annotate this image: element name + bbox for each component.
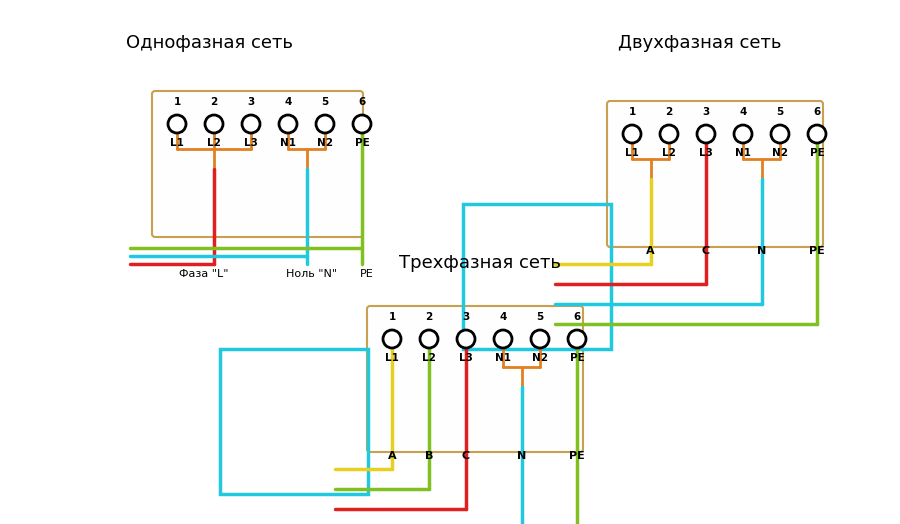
Circle shape xyxy=(808,125,826,143)
Text: 6: 6 xyxy=(814,107,821,117)
Text: 3: 3 xyxy=(463,312,470,322)
Text: 2: 2 xyxy=(426,312,433,322)
Circle shape xyxy=(771,125,789,143)
Text: L1: L1 xyxy=(385,353,399,363)
Circle shape xyxy=(697,125,715,143)
Circle shape xyxy=(531,330,549,348)
Text: 6: 6 xyxy=(573,312,580,322)
Circle shape xyxy=(205,115,223,133)
Text: C: C xyxy=(702,246,710,256)
FancyBboxPatch shape xyxy=(367,306,583,452)
Text: PE: PE xyxy=(810,148,824,158)
Circle shape xyxy=(623,125,641,143)
Text: L2: L2 xyxy=(207,138,220,148)
Text: Ноль "N": Ноль "N" xyxy=(286,269,338,279)
Text: 5: 5 xyxy=(536,312,544,322)
Circle shape xyxy=(242,115,260,133)
Text: 2: 2 xyxy=(665,107,672,117)
Circle shape xyxy=(568,330,586,348)
Text: L3: L3 xyxy=(244,138,258,148)
Text: N1: N1 xyxy=(735,148,751,158)
Text: N: N xyxy=(517,451,526,461)
Circle shape xyxy=(316,115,334,133)
Text: 5: 5 xyxy=(321,97,328,107)
Circle shape xyxy=(420,330,438,348)
Text: B: B xyxy=(425,451,433,461)
Text: 1: 1 xyxy=(389,312,396,322)
FancyBboxPatch shape xyxy=(607,101,823,247)
Text: N1: N1 xyxy=(495,353,511,363)
Text: Двухфазная сеть: Двухфазная сеть xyxy=(618,34,782,52)
Circle shape xyxy=(494,330,512,348)
Text: L1: L1 xyxy=(626,148,639,158)
Text: L2: L2 xyxy=(422,353,436,363)
Text: PE: PE xyxy=(355,138,369,148)
FancyBboxPatch shape xyxy=(152,91,363,237)
Text: A: A xyxy=(388,451,396,461)
Text: N1: N1 xyxy=(280,138,296,148)
Text: L2: L2 xyxy=(662,148,676,158)
Text: 6: 6 xyxy=(358,97,365,107)
Text: Однофазная сеть: Однофазная сеть xyxy=(127,34,293,52)
Text: 2: 2 xyxy=(211,97,218,107)
Circle shape xyxy=(279,115,297,133)
Text: 1: 1 xyxy=(628,107,635,117)
Text: 4: 4 xyxy=(500,312,507,322)
Circle shape xyxy=(168,115,186,133)
Text: A: A xyxy=(646,246,655,256)
Text: 3: 3 xyxy=(248,97,255,107)
Text: L3: L3 xyxy=(699,148,713,158)
Text: 5: 5 xyxy=(777,107,784,117)
Text: PE: PE xyxy=(360,269,373,279)
Text: C: C xyxy=(462,451,470,461)
Text: PE: PE xyxy=(570,353,584,363)
Text: PE: PE xyxy=(569,451,585,461)
Text: N2: N2 xyxy=(772,148,788,158)
Circle shape xyxy=(734,125,752,143)
Text: 4: 4 xyxy=(739,107,747,117)
Text: PE: PE xyxy=(809,246,825,256)
Circle shape xyxy=(353,115,371,133)
Text: Фаза "L": Фаза "L" xyxy=(179,269,229,279)
Text: 4: 4 xyxy=(284,97,292,107)
Text: N2: N2 xyxy=(317,138,333,148)
Text: L3: L3 xyxy=(459,353,472,363)
Circle shape xyxy=(383,330,401,348)
Circle shape xyxy=(660,125,678,143)
Text: L1: L1 xyxy=(170,138,184,148)
Text: Трехфазная сеть: Трехфазная сеть xyxy=(399,254,561,272)
Text: 1: 1 xyxy=(174,97,181,107)
Text: 3: 3 xyxy=(702,107,709,117)
Text: N2: N2 xyxy=(532,353,548,363)
Circle shape xyxy=(457,330,475,348)
Text: N: N xyxy=(757,246,766,256)
